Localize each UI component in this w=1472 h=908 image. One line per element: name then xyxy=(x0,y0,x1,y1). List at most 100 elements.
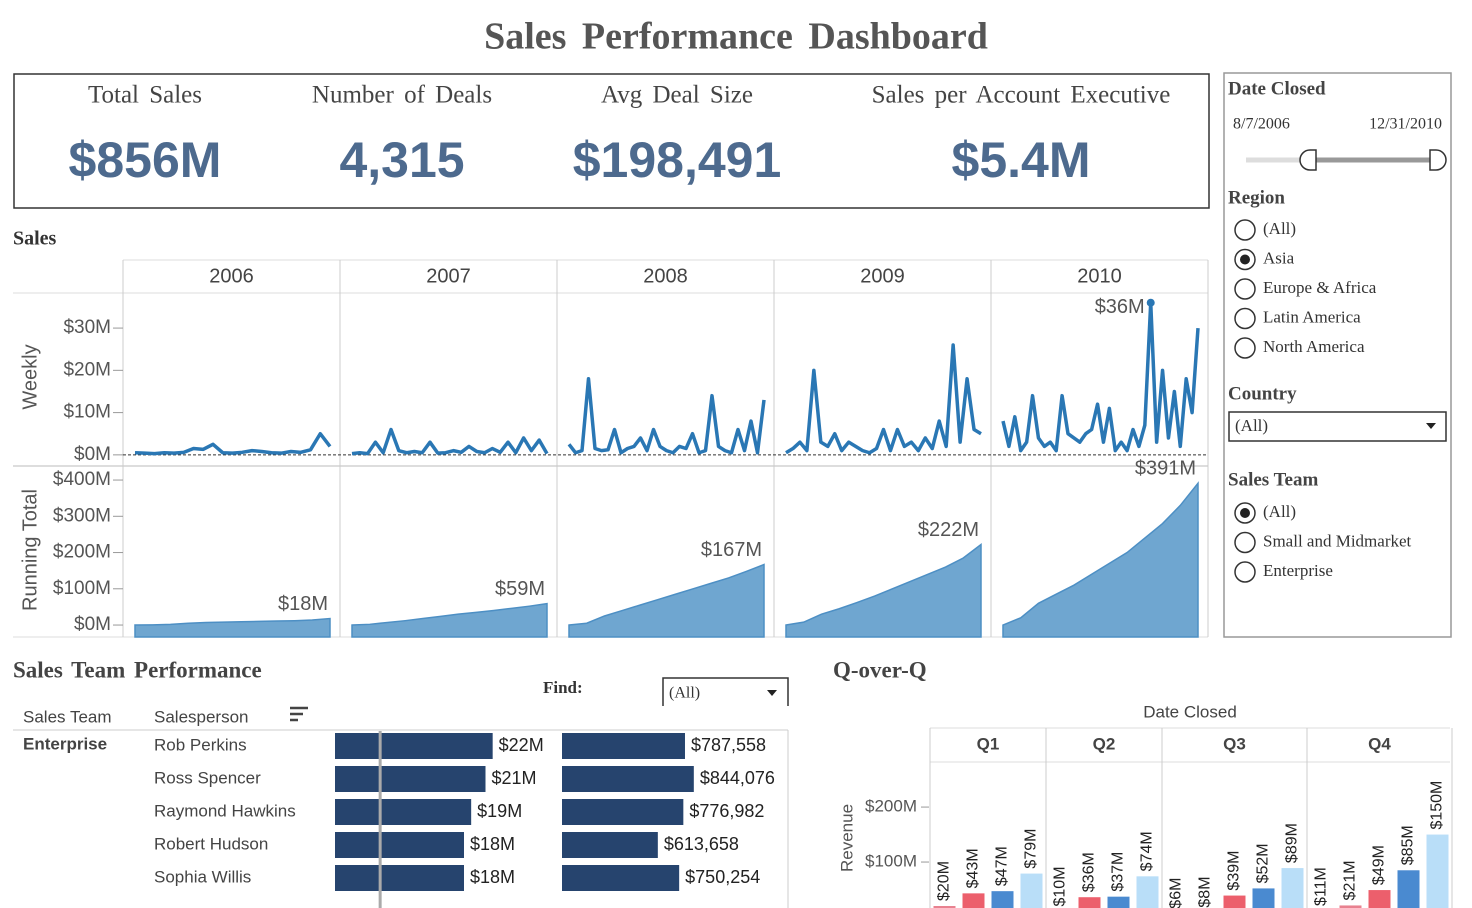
filter-title: Country xyxy=(1228,383,1297,404)
kpi-box xyxy=(13,73,1210,209)
y-tick-label: $100M xyxy=(53,578,111,599)
bar xyxy=(335,799,472,825)
radio-label[interactable]: North America xyxy=(1263,337,1365,356)
bar xyxy=(335,733,493,759)
data-label: $18M xyxy=(470,867,515,887)
data-label: $750,254 xyxy=(685,867,760,887)
data-label: $37M xyxy=(1110,852,1127,892)
bar xyxy=(335,865,464,891)
radio-button[interactable] xyxy=(1234,531,1256,554)
x-tick-label: Q1 xyxy=(977,734,1000,753)
radio-label[interactable]: (All) xyxy=(1263,502,1296,521)
y-tick-label: $20M xyxy=(63,359,111,380)
bar xyxy=(562,766,694,792)
data-label: $22M xyxy=(499,735,544,755)
peak-point xyxy=(1146,298,1155,307)
data-label: $19M xyxy=(477,801,522,821)
filter-panel xyxy=(1223,72,1452,638)
data-label: $167M xyxy=(701,539,762,561)
y-tick-label: $300M xyxy=(53,505,111,526)
y-tick-label: $0M xyxy=(74,614,111,635)
section-title: Sales Team Performance xyxy=(13,657,262,682)
radio-button[interactable] xyxy=(1234,561,1256,583)
bar xyxy=(1078,897,1101,908)
data-label: $18M xyxy=(470,834,515,854)
sort-icon[interactable] xyxy=(290,706,308,722)
y-axis-title: Revenue xyxy=(837,804,856,872)
bar xyxy=(1281,868,1304,908)
running-area xyxy=(351,602,548,638)
slider-thumb[interactable] xyxy=(1429,149,1447,171)
bar xyxy=(562,832,658,858)
salesperson: Robert Hudson xyxy=(154,834,268,853)
data-label: $59M xyxy=(495,578,545,600)
filter-title: Sales Team xyxy=(1228,469,1318,490)
panel-header: 2010 xyxy=(1077,265,1122,287)
data-label: $20M xyxy=(936,861,953,901)
kpi-value: $5.4M xyxy=(952,132,1091,188)
radio-button[interactable] xyxy=(1234,307,1256,330)
bar xyxy=(1368,890,1391,908)
data-label: $89M xyxy=(1284,823,1301,863)
bar xyxy=(1020,873,1043,908)
weekly-line xyxy=(567,377,766,455)
data-label: $47M xyxy=(994,846,1011,886)
date-end: 12/31/2010 xyxy=(1369,116,1442,133)
column-header: Salesperson xyxy=(154,707,249,726)
data-label: $52M xyxy=(1255,843,1272,883)
data-label: $6M xyxy=(1168,878,1185,908)
dropdown[interactable] xyxy=(1228,411,1447,442)
section-title: Sales xyxy=(13,228,57,250)
filter-title: Date Closed xyxy=(1228,78,1326,99)
radio-button[interactable] xyxy=(1234,278,1256,300)
y-tick-label: $0M xyxy=(884,906,917,908)
kpi-label: Total Sales xyxy=(88,82,202,109)
y-tick-label: $400M xyxy=(53,469,111,490)
bar xyxy=(1426,834,1449,908)
data-label: $43M xyxy=(965,848,982,888)
data-label: $613,658 xyxy=(664,834,739,854)
dropdown-arrow xyxy=(1426,423,1436,429)
radio-label[interactable]: Asia xyxy=(1263,248,1295,267)
panel-header: 2007 xyxy=(426,265,471,287)
data-label: $85M xyxy=(1400,825,1417,865)
weekly-line xyxy=(1001,300,1200,453)
data-label: $36M xyxy=(1095,296,1145,318)
slider-thumb[interactable] xyxy=(1299,149,1317,171)
bar xyxy=(962,893,985,908)
y-tick-label: $30M xyxy=(63,317,111,338)
salesperson: Raymond Hawkins xyxy=(154,801,296,820)
data-label: $222M xyxy=(918,519,979,541)
radio-button[interactable] xyxy=(1234,337,1256,359)
radio-label[interactable]: Latin America xyxy=(1263,307,1361,326)
bar xyxy=(1252,888,1275,908)
dropdown[interactable] xyxy=(662,677,789,706)
weekly-line xyxy=(351,427,549,456)
bar xyxy=(335,832,464,858)
radio-label[interactable]: Small and Midmarket xyxy=(1263,531,1412,550)
data-label: $18M xyxy=(278,593,328,615)
weekly-line xyxy=(785,343,982,455)
radio-label[interactable]: (All) xyxy=(1263,219,1296,238)
dashboard-title: Sales Performance Dashboard xyxy=(484,16,988,58)
date-start: 8/7/2006 xyxy=(1233,116,1290,133)
data-label: $776,982 xyxy=(689,801,764,821)
x-axis-title: Date Closed xyxy=(1143,702,1237,721)
radio-label[interactable]: Europe & Africa xyxy=(1263,278,1377,297)
find-label: Find: xyxy=(543,678,583,697)
data-label: $8M xyxy=(1197,876,1214,907)
dropdown-value: (All) xyxy=(669,685,700,702)
radio-button[interactable] xyxy=(1234,219,1256,241)
radio-selected xyxy=(1240,508,1250,518)
bar xyxy=(1136,876,1159,908)
salesperson: Sophia Willis xyxy=(154,867,251,886)
bar xyxy=(562,865,680,891)
bar xyxy=(1107,896,1130,908)
radio-label[interactable]: Enterprise xyxy=(1263,561,1333,580)
running-area xyxy=(134,617,331,638)
panel-header: 2006 xyxy=(209,265,254,287)
bar xyxy=(562,799,684,825)
y-tick-label: $200M xyxy=(53,542,111,563)
